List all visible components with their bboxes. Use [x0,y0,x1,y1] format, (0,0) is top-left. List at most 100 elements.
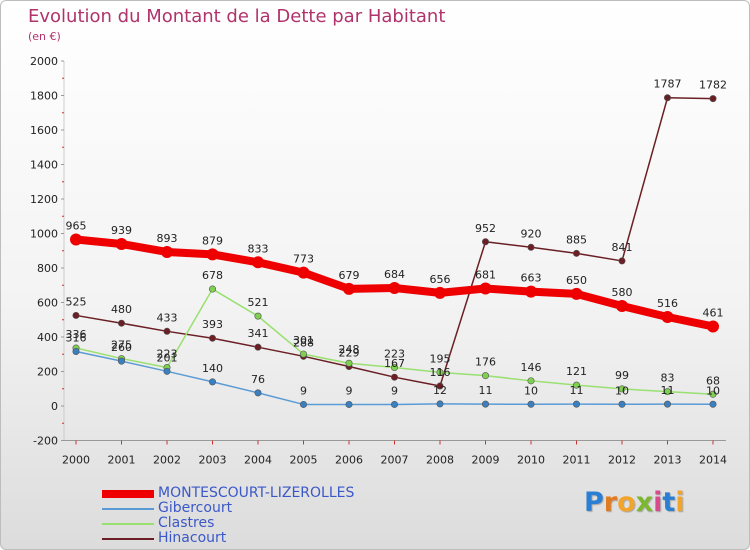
data-label: 167 [384,357,405,370]
data-label: 525 [66,295,87,308]
logo-letter: t [662,487,676,518]
data-point [663,94,671,102]
x-tick-label: 2013 [654,454,682,467]
data-point [254,312,262,320]
data-label: 656 [430,273,451,286]
data-point [209,378,217,386]
logo-letter: o [617,487,636,518]
proxiti-logo: Proxiti [584,487,685,518]
data-point [618,385,626,393]
data-label: 681 [475,269,496,282]
data-point [570,287,583,300]
legend-label: Gibercourt [158,500,233,516]
y-tick-label: 1200 [30,193,58,206]
data-label: 893 [157,232,178,245]
data-point [254,343,262,351]
data-label: 116 [430,366,451,379]
data-point [390,364,398,372]
logo-letter: P [584,487,604,518]
data-point [616,299,628,312]
y-tick-label: 0 [51,400,58,413]
data-point [163,327,171,335]
data-label: 393 [202,318,223,331]
data-point [297,266,310,279]
data-point [390,373,398,381]
data-label: 684 [384,268,405,281]
data-point [572,381,580,389]
data-point [661,310,674,323]
data-point [299,350,307,358]
x-tick-label: 2006 [335,454,363,467]
x-tick-label: 2000 [62,454,90,467]
data-label: 879 [202,234,223,247]
data-label: 201 [157,351,178,364]
y-tick-label: 1400 [30,159,58,172]
data-point [115,238,128,251]
data-label: 580 [612,286,633,299]
data-label: 10 [706,384,720,397]
data-label: 316 [66,331,87,344]
data-point [709,400,717,408]
data-label: 663 [521,272,542,285]
data-label: 146 [521,361,542,374]
data-point [70,233,82,246]
data-point [434,286,446,299]
data-point [436,382,444,390]
data-label: 99 [615,369,629,382]
data-point [72,347,80,355]
logo-letter: x [635,487,654,518]
data-point [345,359,353,367]
data-point [299,400,307,408]
legend-label: MONTESCOURT-LIZEROLLES [158,485,355,501]
data-point [618,400,626,408]
data-label: 965 [66,220,87,233]
data-label: 516 [657,297,678,310]
data-label: 121 [566,365,587,378]
y-tick-label: 1000 [30,228,58,241]
data-label: 12 [433,384,447,397]
data-label: 678 [202,269,223,282]
logo-letter: i [653,487,663,518]
data-label: 9 [300,384,307,397]
data-point [481,238,489,246]
data-label: 9 [346,384,353,397]
data-label: 9 [391,384,398,397]
data-label: 10 [615,384,629,397]
data-point [254,389,262,397]
data-point [118,357,126,365]
data-point [525,285,537,298]
data-point [72,311,80,319]
data-point [206,248,219,261]
data-label: 952 [475,222,496,235]
data-label: 336 [66,328,87,341]
x-tick-label: 2009 [472,454,500,467]
data-point [390,400,398,408]
chart-title: Evolution du Montant de la Dette par Hab… [28,6,446,27]
data-point [481,400,489,408]
data-label: 275 [111,339,132,352]
legend-swatch [102,489,154,498]
data-label: 480 [111,303,132,316]
data-label: 679 [339,269,360,282]
data-label: 1787 [654,78,682,91]
data-label: 301 [293,334,314,347]
data-point [572,400,580,408]
x-tick-label: 2005 [290,454,318,467]
legend-item: Clastres [102,516,214,531]
legend-label: Clastres [158,515,215,531]
x-tick-label: 2001 [108,454,136,467]
unit-label: (en €) [28,30,61,43]
y-tick-label: 2000 [30,55,58,68]
data-point [527,243,535,251]
y-tick-label: 800 [37,262,58,275]
data-label: 833 [248,242,269,255]
data-point [572,249,580,257]
data-label: 11 [661,384,675,397]
data-point [663,400,671,408]
data-label: 229 [339,346,360,359]
data-label: 76 [251,373,265,386]
data-label: 83 [661,372,675,385]
legend-item: Gibercourt [102,501,232,516]
data-label: 260 [111,341,132,354]
